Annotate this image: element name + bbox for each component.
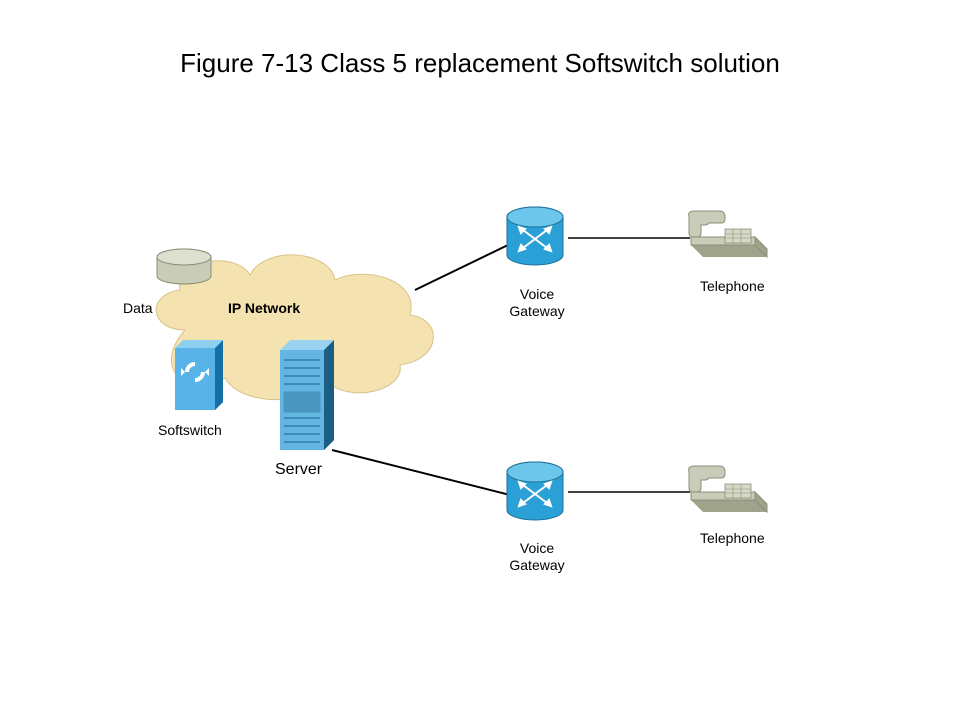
voice-gateway-top-icon bbox=[505, 205, 569, 271]
telephone-bottom-label: Telephone bbox=[700, 530, 765, 547]
diagram-canvas: IP Network Data Softswitch bbox=[0, 0, 960, 720]
voice-gateway-bottom-label: Voice Gateway bbox=[505, 540, 569, 574]
ip-network-label: IP Network bbox=[228, 300, 300, 317]
telephone-top-icon bbox=[685, 207, 773, 269]
database-icon bbox=[155, 248, 213, 288]
softswitch-label: Softswitch bbox=[158, 422, 222, 439]
server-icon bbox=[280, 340, 342, 456]
softswitch-icon bbox=[175, 340, 231, 418]
server-label: Server bbox=[275, 460, 322, 479]
voice-gateway-top-label: Voice Gateway bbox=[505, 286, 569, 320]
telephone-top-label: Telephone bbox=[700, 278, 765, 295]
voice-gateway-bottom-icon bbox=[505, 460, 569, 526]
data-label: Data bbox=[123, 300, 153, 317]
telephone-bottom-icon bbox=[685, 462, 773, 524]
